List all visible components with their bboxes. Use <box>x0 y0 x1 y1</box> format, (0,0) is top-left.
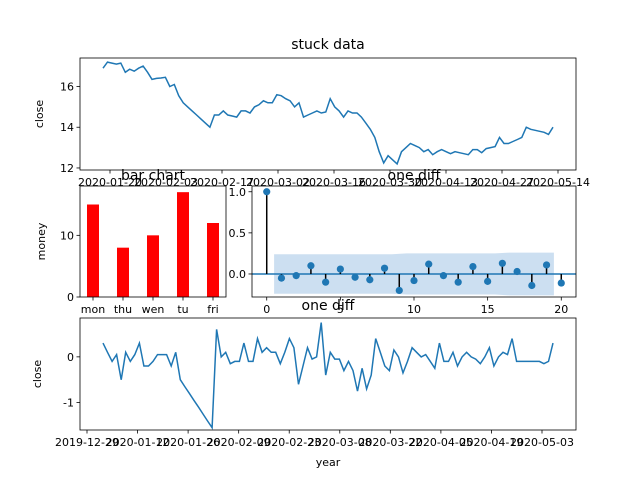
plot-text: 1214162020-01-202020-02-032020-02-172020… <box>31 37 590 469</box>
chart3-xtick-label-9: 2020-05-03 <box>510 436 574 449</box>
chart2-marker-7 <box>366 276 374 284</box>
chart0-xtick-label-7: 2020-04-27 <box>470 176 534 189</box>
chart0-frame <box>79 57 577 171</box>
chart0-xtick-label-5: 2020-03-30 <box>358 176 422 189</box>
chart3-xtick-label-5: 2020-03-08 <box>308 436 372 449</box>
chart2-marker-18 <box>528 281 536 290</box>
chart2-xtick-label-3: 15 <box>481 303 495 316</box>
chart1-ytick-label-0: 0 <box>67 291 74 304</box>
chart2-marker-10 <box>410 276 418 285</box>
chart1-bar-thu <box>117 247 129 297</box>
chart3-title: one diff <box>302 298 355 314</box>
chart2-marker-16 <box>498 259 506 267</box>
chart1-title: bar chart <box>121 168 186 184</box>
chart1-xtick-label-1: thu <box>114 303 132 316</box>
chart2-xtick-label-2: 10 <box>407 303 421 316</box>
chart3-ylabel: close <box>31 360 44 389</box>
chart2-marker-15 <box>484 277 492 285</box>
chart2-xtick-label-4: 20 <box>554 303 568 316</box>
chart3-xtick-label-3: 2020-02-09 <box>207 436 271 449</box>
chart1-xtick-label-4: fri <box>207 303 218 316</box>
chart0-area <box>80 58 576 170</box>
chart0-xtick-label-8: 2020-05-14 <box>526 176 590 189</box>
chart2-marker-8 <box>380 264 389 272</box>
chart2-marker-13 <box>454 278 462 286</box>
chart2-marker-0 <box>263 188 271 196</box>
chart3-xtick-label-7: 2020-04-05 <box>409 436 473 449</box>
chart2-marker-6 <box>351 273 359 281</box>
chart2-ytick-label-1: 0.5 <box>229 227 247 240</box>
chart3-xtick-label-2: 2020-01-26 <box>156 436 220 449</box>
chart2-marker-3 <box>307 262 315 270</box>
chart0-xtick-label-2: 2020-02-17 <box>190 176 254 189</box>
chart2-marker-20 <box>557 279 565 287</box>
chart0-xtick-label-6: 2020-04-13 <box>414 176 478 189</box>
plot-axes <box>76 57 577 434</box>
plot-data <box>87 61 576 430</box>
chart2-marker-4 <box>322 278 330 286</box>
chart3-xtick-label-4: 2020-02-23 <box>257 436 321 449</box>
chart1-xtick-label-3: tu <box>177 303 188 316</box>
chart3-series-line <box>102 322 554 430</box>
chart3-area <box>80 318 576 430</box>
chart1-bar-tu <box>177 192 189 297</box>
chart3-xtick-label-8: 2020-04-19 <box>459 436 523 449</box>
chart0-ytick-label-0: 12 <box>60 162 74 175</box>
plot-backgrounds <box>80 58 576 430</box>
chart1-ylabel: money <box>35 222 48 260</box>
chart2-marker-12 <box>439 272 448 280</box>
chart3-xtick-label-1: 2020-01-12 <box>106 436 170 449</box>
chart2-marker-9 <box>395 286 403 295</box>
chart3-xtick-label-6: 2020-03-22 <box>358 436 422 449</box>
chart3-xtick-label-0: 2019-12-29 <box>55 436 119 449</box>
chart2-xtick-label-1: 5 <box>337 303 344 316</box>
chart0-series-line <box>102 61 554 166</box>
chart1-bar-wen <box>147 235 159 297</box>
chart0-title: stuck data <box>291 37 364 53</box>
chart2-title: one diff <box>388 168 441 184</box>
chart0-ytick-label-2: 16 <box>60 81 74 94</box>
chart1-xtick-label-0: mon <box>81 303 105 316</box>
chart0-xtick-label-4: 2020-03-16 <box>302 176 366 189</box>
chart0-xtick-label-1: 2020-02-03 <box>134 176 198 189</box>
chart2-marker-11 <box>425 260 433 268</box>
chart1-bar-mon <box>87 204 99 297</box>
chart2-marker-5 <box>336 265 344 273</box>
chart0-ylabel: close <box>33 100 46 129</box>
chart1-xtick-label-2: wen <box>142 303 165 316</box>
chart2-marker-14 <box>469 262 477 271</box>
chart2-marker-1 <box>277 274 286 282</box>
chart2-marker-19 <box>542 261 551 269</box>
chart0-ytick-label-1: 14 <box>60 121 74 134</box>
chart0-xtick-label-0: 2020-01-20 <box>78 176 142 189</box>
chart1-ytick-label-1: 10 <box>60 229 74 242</box>
chart2-ytick-label-2: 1.0 <box>229 186 247 199</box>
chart1-bar-fri <box>207 223 219 297</box>
chart2-xtick-label-0: 0 <box>263 303 270 316</box>
chart2-ytick-label-0: 0.0 <box>229 268 247 281</box>
chart2-marker-2 <box>292 272 300 280</box>
chart3-ytick-label-0: -1 <box>63 397 74 410</box>
chart3-frame <box>79 317 577 431</box>
chart3-ytick-label-1: 0 <box>67 351 74 364</box>
chart3-xlabel: year <box>316 456 341 469</box>
chart0-xtick-label-3: 2020-03-02 <box>246 176 310 189</box>
chart2-marker-17 <box>513 267 521 276</box>
